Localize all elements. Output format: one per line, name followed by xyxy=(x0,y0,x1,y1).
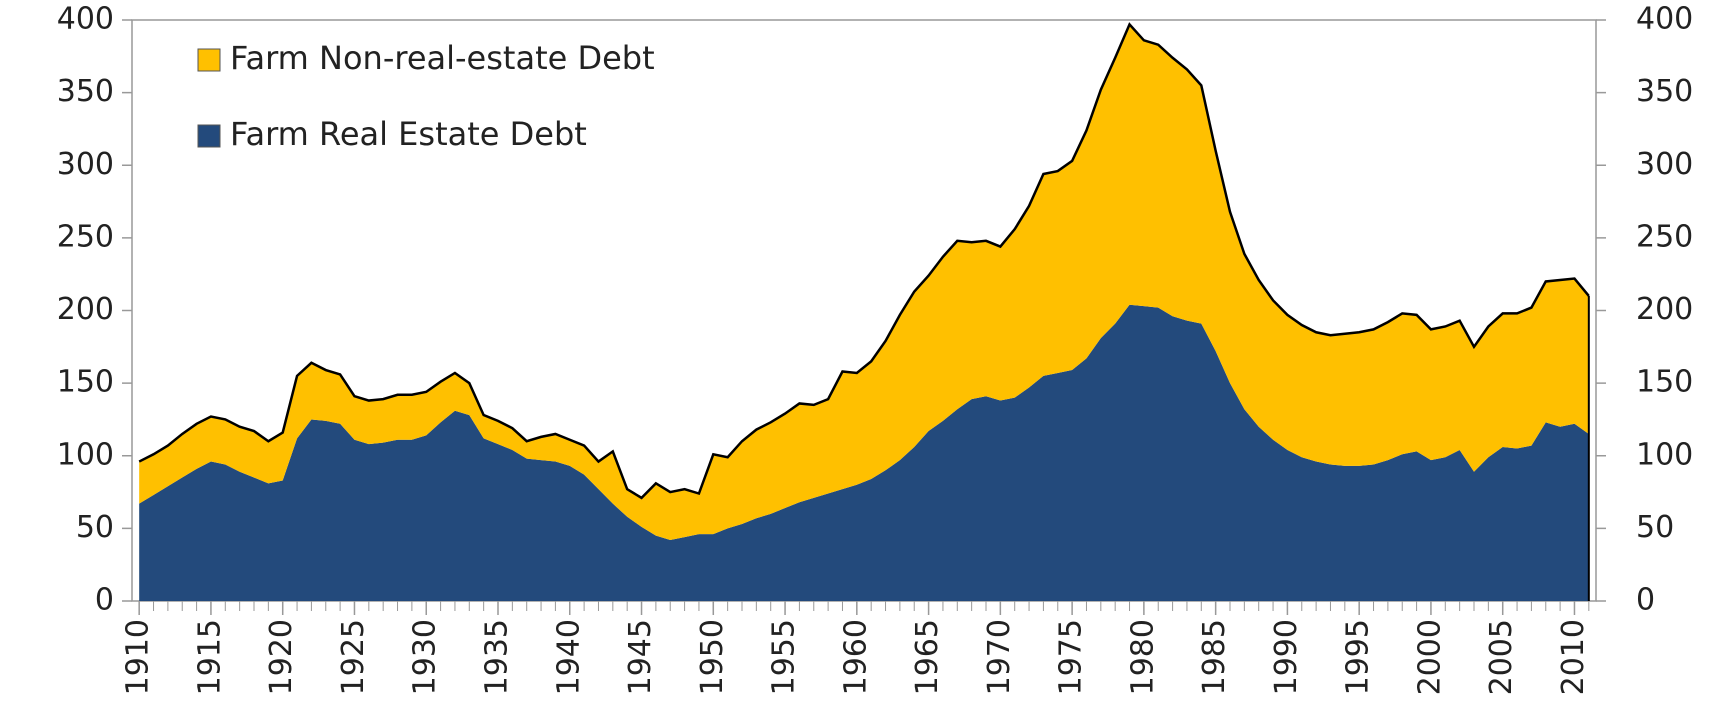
area xyxy=(139,24,1589,540)
x-tick-label: 1925 xyxy=(336,619,371,695)
legend-swatch xyxy=(197,48,221,72)
y2-tick-label: 250 xyxy=(1636,219,1693,254)
x-tick-label: 1975 xyxy=(1054,619,1089,695)
y-tick-label: 50 xyxy=(76,510,114,545)
legend-label: Farm Real Estate Debt xyxy=(230,115,587,153)
x-tick-label: 1935 xyxy=(480,619,515,695)
y-tick-label: 300 xyxy=(57,147,114,182)
x-tick-label: 1945 xyxy=(623,619,658,695)
x-tick-label: 1915 xyxy=(192,619,227,695)
x-tick-label: 1990 xyxy=(1269,619,1304,695)
x-tick-label: 1955 xyxy=(767,619,802,695)
y2-tick-label: 0 xyxy=(1636,583,1655,618)
y2-tick-label: 300 xyxy=(1636,147,1693,182)
total-outline xyxy=(138,22,1590,500)
x-tick-label: 1960 xyxy=(838,619,873,695)
x-tick-label: 1940 xyxy=(551,619,586,695)
x-tick-label: 1910 xyxy=(121,619,156,695)
y2-tick-label: 400 xyxy=(1636,2,1693,37)
x-tick-label: 2000 xyxy=(1412,619,1447,695)
x-tick-label: 1950 xyxy=(695,619,730,695)
x-tick-label: 1980 xyxy=(1125,619,1160,695)
x-tick-label: 2005 xyxy=(1484,619,1519,695)
legend-swatch xyxy=(197,124,221,148)
x-tick-label: 1995 xyxy=(1341,619,1376,695)
x-tick-label: 2010 xyxy=(1556,619,1591,695)
y-tick-label: 100 xyxy=(57,437,114,472)
y-tick-label: 250 xyxy=(57,219,114,254)
y-tick-label: 150 xyxy=(57,365,114,400)
x-tick-label: 1985 xyxy=(1197,619,1232,695)
area xyxy=(139,304,1589,601)
y2-tick-label: 100 xyxy=(1636,437,1693,472)
y2-tick-label: 50 xyxy=(1636,510,1674,545)
legend-label: Farm Non-real-estate Debt xyxy=(230,39,655,77)
x-tick-label: 1965 xyxy=(910,619,945,695)
y-tick-label: 350 xyxy=(57,74,114,109)
x-tick-label: 1970 xyxy=(982,619,1017,695)
y-tick-label: 200 xyxy=(57,292,114,327)
y2-tick-label: 350 xyxy=(1636,74,1693,109)
y-tick-label: 400 xyxy=(57,2,114,37)
x-tick-label: 1920 xyxy=(264,619,299,695)
y2-tick-label: 150 xyxy=(1636,365,1693,400)
x-tick-label: 1930 xyxy=(408,619,443,695)
y2-tick-label: 200 xyxy=(1636,292,1693,327)
y-tick-label: 0 xyxy=(95,583,114,618)
